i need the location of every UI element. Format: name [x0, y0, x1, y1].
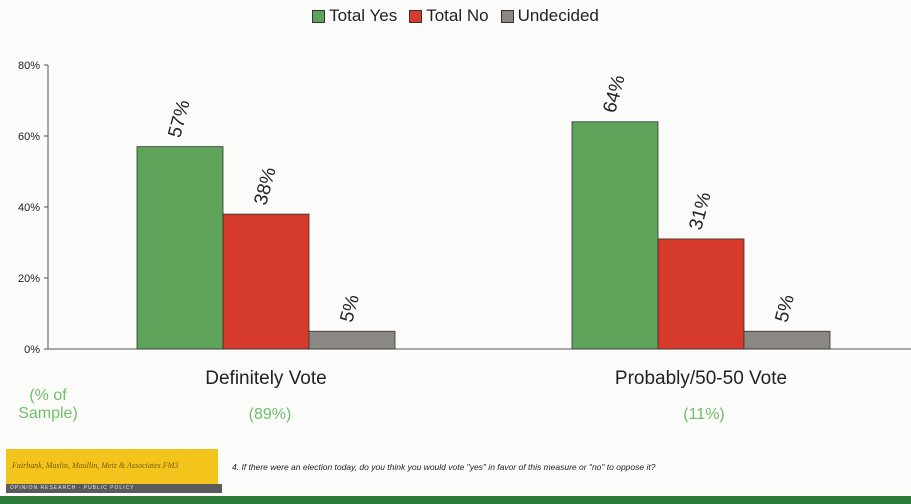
sample-value-definitely: (89%) [248, 406, 292, 423]
data-label-total-yes-probably-50-50-vote: 64% [600, 73, 630, 115]
data-label-undecided-definitely-vote: 5% [337, 292, 364, 324]
bar-undecided-definitely-vote [308, 330, 396, 350]
data-label-total-yes-definitely-vote: 57% [165, 98, 195, 140]
survey-question: 4. If there were an election today, do y… [232, 462, 656, 472]
legend-item-total-yes: Total Yes [312, 6, 397, 26]
legend-label-undecided: Undecided [517, 6, 599, 25]
bar-total-no-probably-50-50-vote [657, 238, 745, 350]
logo-text: Fairbank, Maslin, Maullin, Metz & Associ… [12, 461, 179, 470]
y-tick-label: 60% [18, 131, 40, 143]
y-tick-label: 20% [18, 273, 40, 285]
data-label-total-no-definitely-vote: 38% [251, 165, 281, 207]
legend-label-total-no: Total No [426, 6, 489, 25]
bar-chart: 0% 20% 40% 60% 80% 57% 38% 5% Definitely Vote 64%… [18, 60, 911, 389]
bar-total-yes-definitely-vote [136, 146, 224, 350]
chart-legend: Total Yes Total No Undecided [0, 6, 911, 26]
sample-value-probably: (11%) [683, 406, 725, 423]
data-label-total-no-probably-50-50-vote: 31% [686, 190, 716, 232]
footer-bar [0, 496, 911, 504]
legend-swatch-undecided [500, 9, 514, 23]
category-label-probably-50-50-vote: Probably/50-50 Vote [615, 368, 787, 389]
company-logo: Fairbank, Maslin, Maullin, Metz & Associ… [6, 449, 222, 493]
y-tick-label: 0% [24, 344, 40, 356]
sample-label: (% of Sample) [18, 387, 78, 422]
y-tick-label: 80% [18, 60, 40, 72]
legend-label-total-yes: Total Yes [329, 6, 398, 25]
bar-undecided-probably-50-50-vote [743, 330, 831, 350]
bar-total-yes-probably-50-50-vote [571, 121, 659, 350]
category-label-definitely-vote: Definitely Vote [205, 368, 326, 389]
legend-swatch-total-yes [312, 9, 326, 23]
legend-item-undecided: Undecided [500, 6, 599, 26]
legend-item-total-no: Total No [409, 6, 489, 26]
data-label-undecided-probably-50-50-vote: 5% [772, 292, 799, 324]
y-tick-label: 40% [18, 202, 40, 214]
bar-total-no-definitely-vote [222, 213, 310, 350]
logo-subtext: OPINION RESEARCH · PUBLIC POLICY [6, 484, 222, 493]
legend-swatch-total-no [409, 9, 423, 23]
